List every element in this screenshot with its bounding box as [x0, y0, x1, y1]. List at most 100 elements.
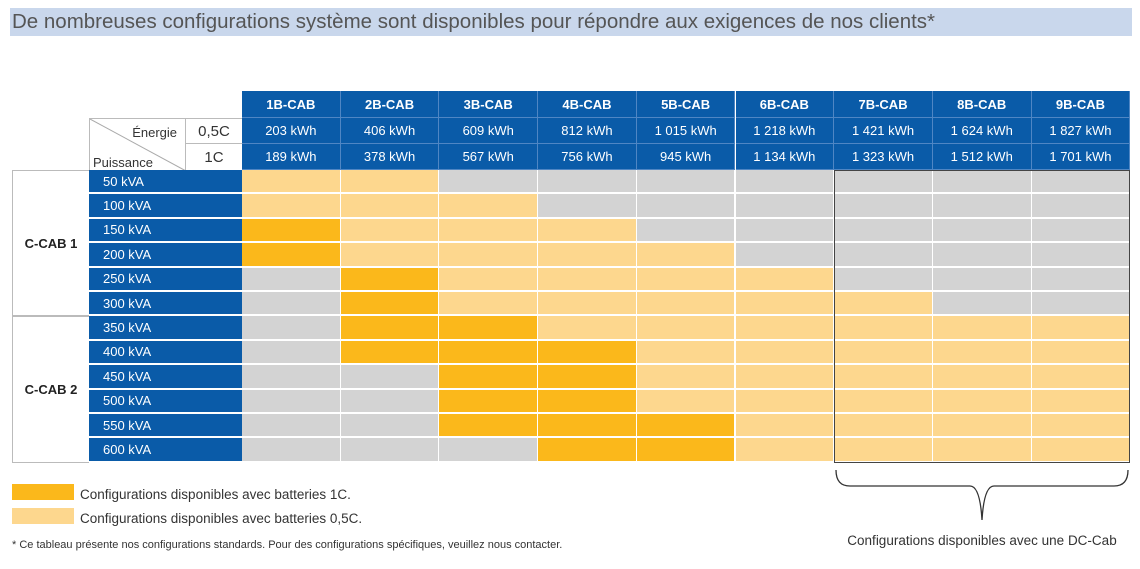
config-cell — [439, 194, 539, 219]
config-cell — [834, 340, 933, 366]
config-cell — [636, 170, 736, 195]
config-cell — [242, 292, 341, 317]
config-cell — [538, 170, 637, 195]
config-cell — [538, 194, 637, 219]
energy-1c: 756 kWh — [538, 144, 637, 170]
energy-1c: 1 323 kWh — [834, 144, 933, 170]
config-cell — [1031, 292, 1131, 317]
energy-1c: 1 512 kWh — [932, 144, 1032, 170]
row-label: 600 kVA — [89, 438, 242, 463]
config-cell — [636, 340, 736, 366]
config-cell — [932, 267, 1032, 292]
column-header: 4B-CAB — [538, 91, 637, 118]
config-cell — [735, 316, 835, 341]
column-header: 8B-CAB — [932, 91, 1032, 118]
energy-1c: 945 kWh — [636, 144, 736, 170]
config-cell — [340, 267, 440, 292]
energy-1c: 1 701 kWh — [1031, 144, 1131, 170]
column-header: 6B-CAB — [735, 91, 835, 118]
config-cell — [439, 389, 539, 414]
config-cell — [735, 170, 835, 195]
config-cell — [538, 365, 637, 390]
config-cell — [932, 194, 1032, 219]
config-cell — [439, 438, 539, 463]
config-cell — [932, 292, 1032, 317]
config-cell — [834, 170, 933, 195]
column-header: 5B-CAB — [636, 91, 736, 118]
legend-label: Configurations disponibles avec batterie… — [80, 487, 351, 502]
config-cell — [932, 316, 1032, 341]
group-label: C-CAB 1 — [12, 170, 89, 317]
config-cell — [538, 414, 637, 439]
config-cell — [735, 389, 835, 414]
config-cell — [538, 389, 637, 414]
diagonal-line — [90, 119, 186, 171]
config-cell — [932, 438, 1032, 463]
config-cell — [439, 170, 539, 195]
group-label: C-CAB 2 — [12, 316, 89, 463]
config-cell — [340, 438, 440, 463]
config-cell — [340, 292, 440, 317]
config-cell — [242, 389, 341, 414]
config-cell — [242, 316, 341, 341]
config-cell — [538, 340, 637, 366]
config-cell — [439, 365, 539, 390]
energy-05c: 609 kWh — [439, 118, 539, 144]
energy-05c: 1 624 kWh — [932, 118, 1032, 144]
row-label: 100 kVA — [89, 194, 242, 219]
puissance-label: Puissance — [93, 155, 153, 170]
rate-1-cell: 1C — [185, 144, 242, 170]
config-cell — [932, 340, 1032, 366]
config-cell — [735, 365, 835, 390]
config-cell — [439, 243, 539, 268]
row-label: 500 kVA — [89, 389, 242, 414]
config-cell — [834, 292, 933, 317]
config-cell — [242, 414, 341, 439]
config-cell — [242, 340, 341, 366]
config-cell — [636, 267, 736, 292]
config-cell — [1031, 340, 1131, 366]
energy-05c: 203 kWh — [242, 118, 341, 144]
config-cell — [439, 292, 539, 317]
config-cell — [932, 243, 1032, 268]
column-header: 3B-CAB — [439, 91, 539, 118]
config-cell — [1031, 170, 1131, 195]
row-label: 50 kVA — [89, 170, 242, 195]
energy-1c: 1 134 kWh — [735, 144, 835, 170]
config-cell — [538, 267, 637, 292]
energie-label: Énergie — [132, 125, 177, 140]
config-cell — [636, 414, 736, 439]
config-cell — [932, 170, 1032, 195]
config-cell — [636, 389, 736, 414]
config-cell — [636, 243, 736, 268]
config-cell — [636, 194, 736, 219]
energy-05c: 1 827 kWh — [1031, 118, 1131, 144]
config-cell — [439, 267, 539, 292]
config-cell — [834, 218, 933, 244]
energy-05c: 406 kWh — [340, 118, 440, 144]
rate-05-cell: 0,5C — [185, 118, 242, 144]
config-cell — [932, 389, 1032, 414]
config-cell — [735, 243, 835, 268]
energy-1c: 378 kWh — [340, 144, 440, 170]
config-cell — [538, 292, 637, 317]
config-cell — [735, 340, 835, 366]
bracket-icon — [835, 469, 1129, 521]
energy-05c: 1 421 kWh — [834, 118, 933, 144]
config-cell — [242, 170, 341, 195]
column-header: 2B-CAB — [340, 91, 440, 118]
config-cell — [735, 438, 835, 463]
config-cell — [1031, 243, 1131, 268]
column-header: 1B-CAB — [242, 91, 341, 118]
config-cell — [340, 340, 440, 366]
page-title: De nombreuses configurations système son… — [10, 8, 1132, 36]
config-cell — [636, 292, 736, 317]
column-header: 9B-CAB — [1031, 91, 1131, 118]
config-cell — [834, 243, 933, 268]
config-cell — [636, 316, 736, 341]
energy-1c: 567 kWh — [439, 144, 539, 170]
row-label: 200 kVA — [89, 243, 242, 268]
config-cell — [242, 267, 341, 292]
row-label: 400 kVA — [89, 340, 242, 366]
config-cell — [735, 194, 835, 219]
